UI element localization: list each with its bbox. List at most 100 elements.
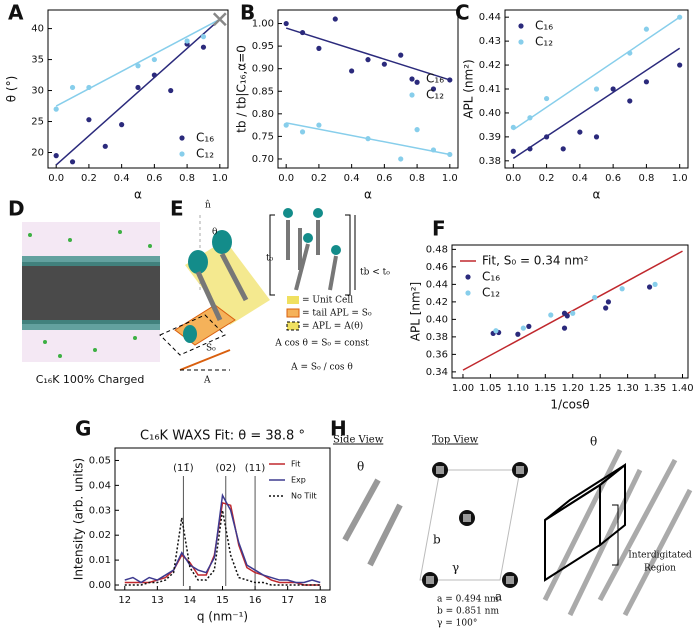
data-point (299, 29, 306, 36)
data-point (135, 63, 141, 69)
y-tick-label: 0.02 (89, 530, 111, 541)
data-point (564, 313, 570, 319)
plot-frame (451, 244, 689, 379)
y-tick-label: 35 (31, 55, 44, 66)
x-tick-label: 18 (314, 595, 327, 606)
lattice-parameter: b = 0.851 nm (437, 607, 499, 617)
legend-marker (179, 151, 185, 157)
x-axis-label: q (nm⁻¹) (197, 610, 248, 624)
x-tick-label: 0.6 (605, 173, 621, 184)
x-axis-label: α (364, 188, 372, 202)
data-point (603, 305, 609, 311)
tilt-schematic (159, 208, 356, 371)
x-tick-label: 1.0 (672, 173, 688, 184)
y-tick-label: 0.40 (479, 108, 501, 119)
lattice-parameter: a = 0.494 nm (437, 595, 499, 605)
data-point (86, 84, 92, 91)
data-point (510, 148, 516, 154)
y-tick-label: 0.46 (426, 262, 448, 273)
data-point (677, 14, 683, 20)
x-tick-label: 17 (281, 595, 294, 606)
caption: C₁₆K 100% Charged (36, 373, 145, 386)
y-tick-label: 0.00 (89, 580, 111, 591)
schematic-label: A cos θ = S₀ = const (274, 339, 369, 349)
data-point (543, 134, 550, 140)
data-point (53, 106, 59, 112)
data-point (643, 79, 650, 85)
data-line (285, 27, 451, 81)
y-tick-label: 0.80 (252, 109, 274, 120)
data-point (365, 57, 371, 63)
x-tick-label: 1.05 (479, 383, 501, 394)
panel-label: D (8, 197, 25, 221)
data-point (69, 84, 76, 91)
data-point (560, 146, 566, 152)
data-point (365, 136, 371, 142)
schematic-label: A (203, 376, 211, 386)
schematic-label: = Unit Cell (302, 296, 353, 306)
data-point (212, 12, 227, 27)
x-tick-label: 0.0 (505, 173, 521, 184)
schematic-label: Side View (333, 435, 384, 446)
data-point (527, 146, 533, 152)
y-axis-label: APL [nm²] (409, 282, 423, 341)
data-point (561, 325, 568, 331)
legend-marker (465, 290, 471, 296)
y-tick-label: 0.41 (479, 84, 501, 95)
data-point (283, 20, 289, 27)
data-point (610, 86, 616, 92)
data-point (430, 147, 437, 153)
data-point (316, 45, 322, 51)
x-tick-label: 14 (184, 595, 197, 606)
x-axis-label: 1/cosθ (550, 398, 589, 412)
schematic-label: S₀ (206, 344, 216, 354)
schematic-label: θ (590, 435, 597, 449)
data-point (520, 325, 526, 331)
y-tick-label: 1.00 (252, 19, 274, 30)
y-tick-label: 0.34 (426, 367, 448, 378)
data-point (605, 299, 612, 305)
x-tick-label: 1.00 (452, 383, 474, 394)
legend-label: C₁₂ (196, 147, 214, 161)
panel-label: H (330, 417, 347, 441)
data-point (200, 34, 207, 40)
plot-frame (277, 9, 459, 169)
y-tick-label: 0.48 (426, 244, 448, 255)
annotation: (11) (245, 463, 266, 474)
x-tick-label: 1.10 (507, 383, 529, 394)
y-tick-label: 30 (31, 86, 44, 97)
data-point (414, 79, 420, 85)
legend-label: C₁₆ (535, 19, 553, 33)
x-tick-label: 1.0 (442, 173, 458, 184)
y-tick-label: 0.44 (479, 12, 501, 23)
lattice-parameter: γ = 100° (437, 619, 477, 629)
data-line (124, 492, 321, 584)
legend-label: No Tilt (291, 492, 317, 501)
x-tick-label: 0.8 (638, 173, 654, 184)
schematic-label: = tail APL = S₀ (302, 309, 372, 319)
data-point (168, 87, 174, 94)
y-tick-label: 0.38 (479, 156, 501, 167)
legend-label: C₁₆ (196, 131, 214, 145)
schematic-label: tb < t₀ (360, 268, 390, 278)
data-line (55, 18, 221, 166)
data-point (283, 122, 289, 128)
y-tick-label: 0.36 (426, 349, 448, 360)
x-tick-label: 15 (216, 595, 229, 606)
data-point (398, 52, 404, 58)
legend-marker (409, 92, 415, 98)
y-tick-label: 0.85 (252, 86, 274, 97)
x-tick-label: 0.2 (81, 173, 97, 184)
data-point (577, 129, 583, 135)
annotation: (02) (215, 463, 236, 474)
simulation-snapshot (22, 222, 160, 362)
legend-label: C₁₂ (426, 88, 444, 102)
data-point (184, 38, 190, 44)
y-tick-label: 0.75 (252, 131, 274, 142)
y-tick-label: 0.42 (426, 297, 448, 308)
x-tick-label: 0.2 (311, 173, 327, 184)
panel-label: A (8, 1, 24, 25)
schematic-label: θ (357, 460, 364, 474)
schematic-label: a (495, 590, 502, 604)
